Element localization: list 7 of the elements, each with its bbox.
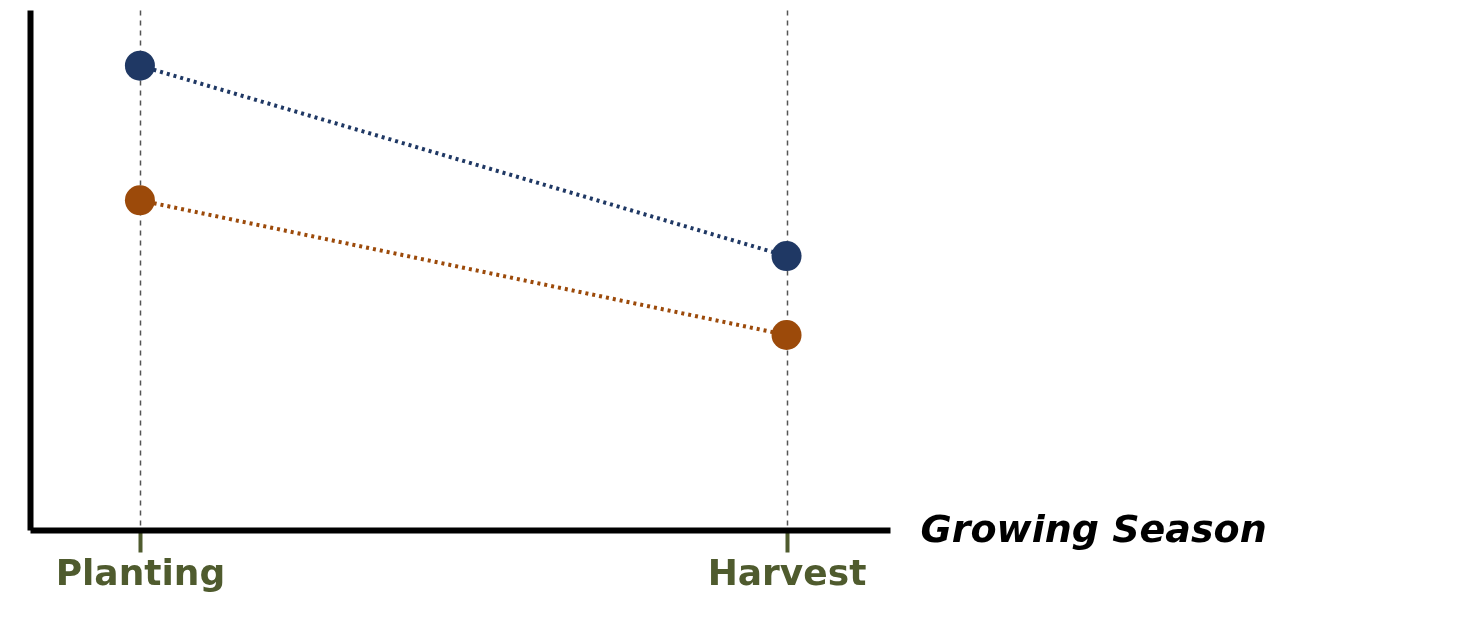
x-axis-title: Growing Season [920, 506, 1267, 551]
point [771, 320, 802, 350]
point [771, 241, 802, 272]
point [124, 185, 155, 216]
x-tick-label: Harvest [707, 551, 867, 593]
x-tick-label: Planting [55, 551, 226, 593]
point [124, 50, 155, 81]
